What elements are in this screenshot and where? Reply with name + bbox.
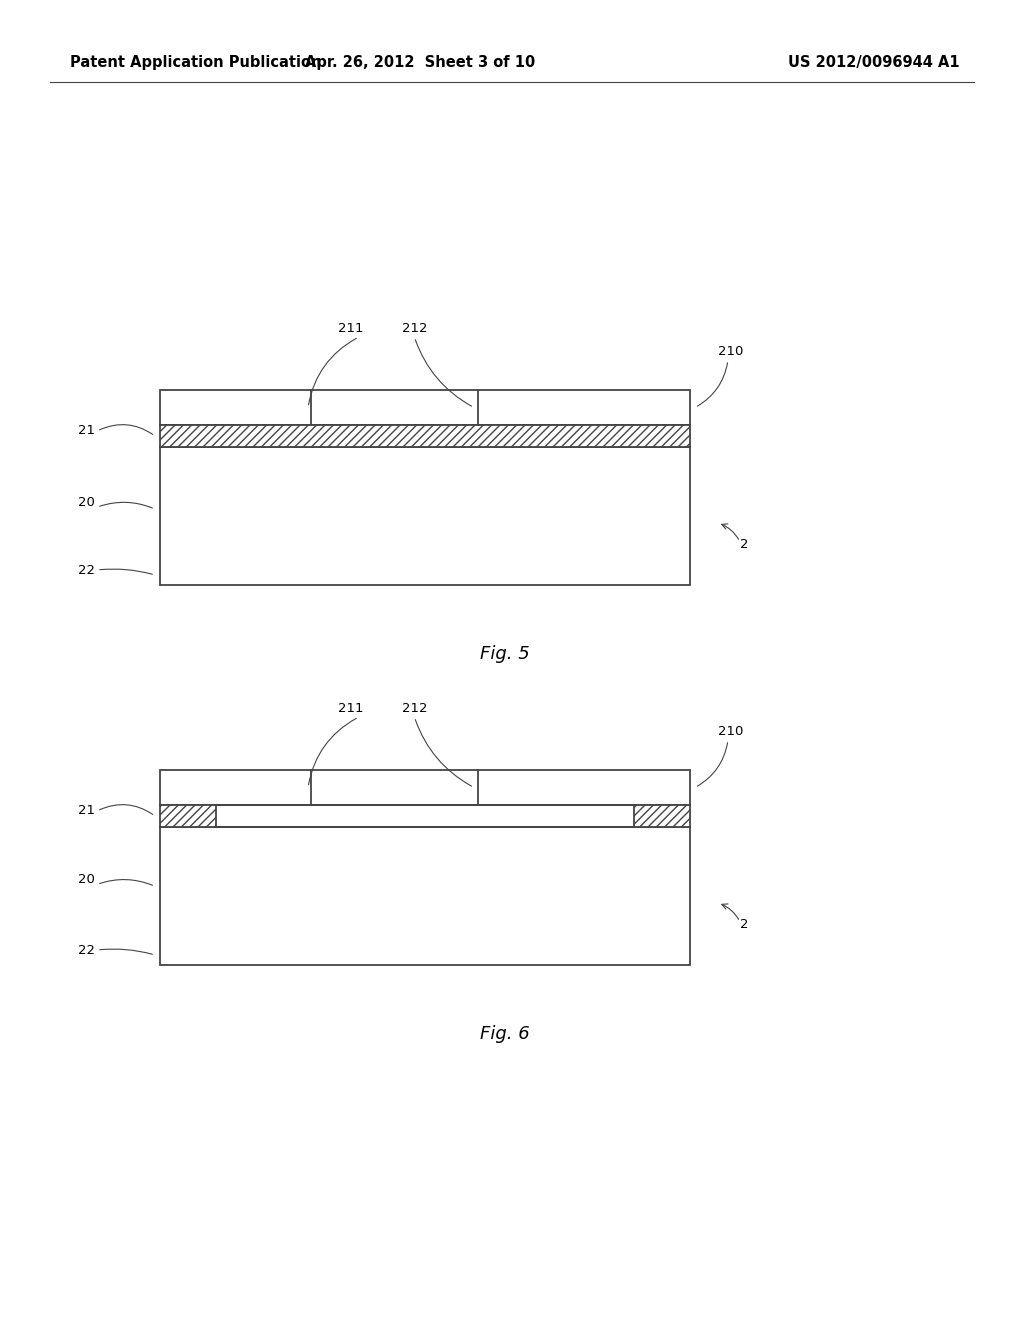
Text: 20: 20 [78, 873, 95, 886]
Text: Fig. 5: Fig. 5 [479, 645, 529, 663]
Bar [634, 805, 690, 828]
Text: 20: 20 [78, 496, 95, 508]
Text: 210: 210 [718, 725, 743, 738]
Text: Apr. 26, 2012  Sheet 3 of 10: Apr. 26, 2012 Sheet 3 of 10 [305, 54, 536, 70]
Bar [160, 805, 216, 828]
Text: 2: 2 [740, 539, 749, 552]
Bar [160, 770, 690, 805]
Text: 21: 21 [78, 804, 95, 817]
Bar [160, 425, 690, 447]
Text: 22: 22 [78, 944, 95, 957]
Text: 212: 212 [401, 322, 427, 335]
Text: 21: 21 [78, 425, 95, 437]
Bar [160, 389, 690, 425]
Bar [160, 828, 690, 965]
Text: 211: 211 [338, 702, 364, 715]
Text: Fig. 6: Fig. 6 [479, 1026, 529, 1043]
Text: Patent Application Publication: Patent Application Publication [70, 54, 322, 70]
Text: 22: 22 [78, 564, 95, 577]
Text: 2: 2 [740, 919, 749, 932]
Text: US 2012/0096944 A1: US 2012/0096944 A1 [788, 54, 961, 70]
Text: 210: 210 [718, 345, 743, 358]
Text: 211: 211 [338, 322, 364, 335]
Bar [160, 447, 690, 585]
Text: 212: 212 [401, 702, 427, 715]
